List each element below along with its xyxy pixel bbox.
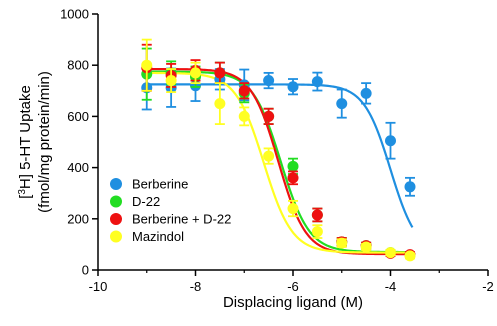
y-axis-ticks: 0 200 400 600 800 1000 — [60, 7, 98, 278]
fit-curve — [144, 71, 413, 254]
data-point — [287, 81, 299, 93]
y-tick-label: 200 — [67, 211, 89, 226]
data-point — [404, 181, 416, 193]
data-points — [141, 38, 416, 262]
y-tick-label: 0 — [82, 263, 89, 278]
data-point — [287, 203, 299, 215]
legend-marker — [110, 178, 122, 190]
data-point — [404, 250, 416, 262]
y-axis-title-line-2: (fmol/mg protein/min) — [36, 71, 53, 213]
data-point — [238, 85, 250, 97]
y-tick-label: 800 — [67, 58, 89, 73]
x-tick-label: -2 — [482, 279, 494, 294]
data-point — [141, 59, 153, 71]
data-point — [214, 67, 226, 79]
fit-curve — [144, 67, 413, 256]
x-axis-ticks: -10 -8 -6 -4 -2 — [89, 270, 494, 294]
data-point — [311, 209, 323, 221]
data-point — [385, 247, 396, 259]
data-point — [190, 67, 201, 79]
legend-label: Berberine — [132, 177, 188, 192]
data-point — [263, 75, 275, 87]
legend-label: Mazindol — [132, 229, 184, 244]
legend: Berberine D-22 Berberine + D-22 Mazindol — [110, 177, 231, 244]
data-point — [360, 241, 372, 253]
legend-label: Berberine + D-22 — [132, 212, 231, 227]
legend-label: D-22 — [132, 194, 160, 209]
y-axis-title: [3H] 5-HT Uptake (fmol/mg protein/min) — [17, 71, 54, 213]
data-point — [263, 150, 275, 162]
data-point — [287, 160, 299, 172]
y-tick-label: 600 — [67, 109, 89, 124]
x-tick-label: -8 — [190, 279, 202, 294]
x-tick-label: -10 — [89, 279, 108, 294]
data-point — [385, 135, 396, 147]
x-tick-label: -6 — [287, 279, 299, 294]
x-tick-label: -4 — [385, 279, 397, 294]
data-point — [263, 110, 275, 122]
legend-marker — [110, 213, 122, 225]
data-point — [214, 98, 226, 110]
y-axis-title-line-1: [3H] 5-HT Uptake — [17, 85, 35, 199]
axes: -10 -8 -6 -4 -2 0 200 400 600 800 1000 — [60, 7, 494, 295]
x-axis-title: Displacing ligand (M) — [223, 294, 363, 311]
series-points — [141, 38, 416, 262]
data-point — [238, 110, 250, 122]
legend-marker — [110, 230, 122, 243]
y-tick-label: 400 — [67, 160, 89, 175]
data-point — [287, 172, 299, 184]
data-point — [336, 98, 348, 110]
data-point — [336, 237, 348, 249]
data-point — [311, 226, 323, 238]
legend-marker — [110, 195, 122, 208]
data-point — [165, 75, 177, 87]
y-tick-label: 1000 — [60, 7, 89, 22]
fit-curve — [144, 83, 414, 228]
data-point — [311, 76, 323, 88]
data-point — [360, 87, 372, 99]
